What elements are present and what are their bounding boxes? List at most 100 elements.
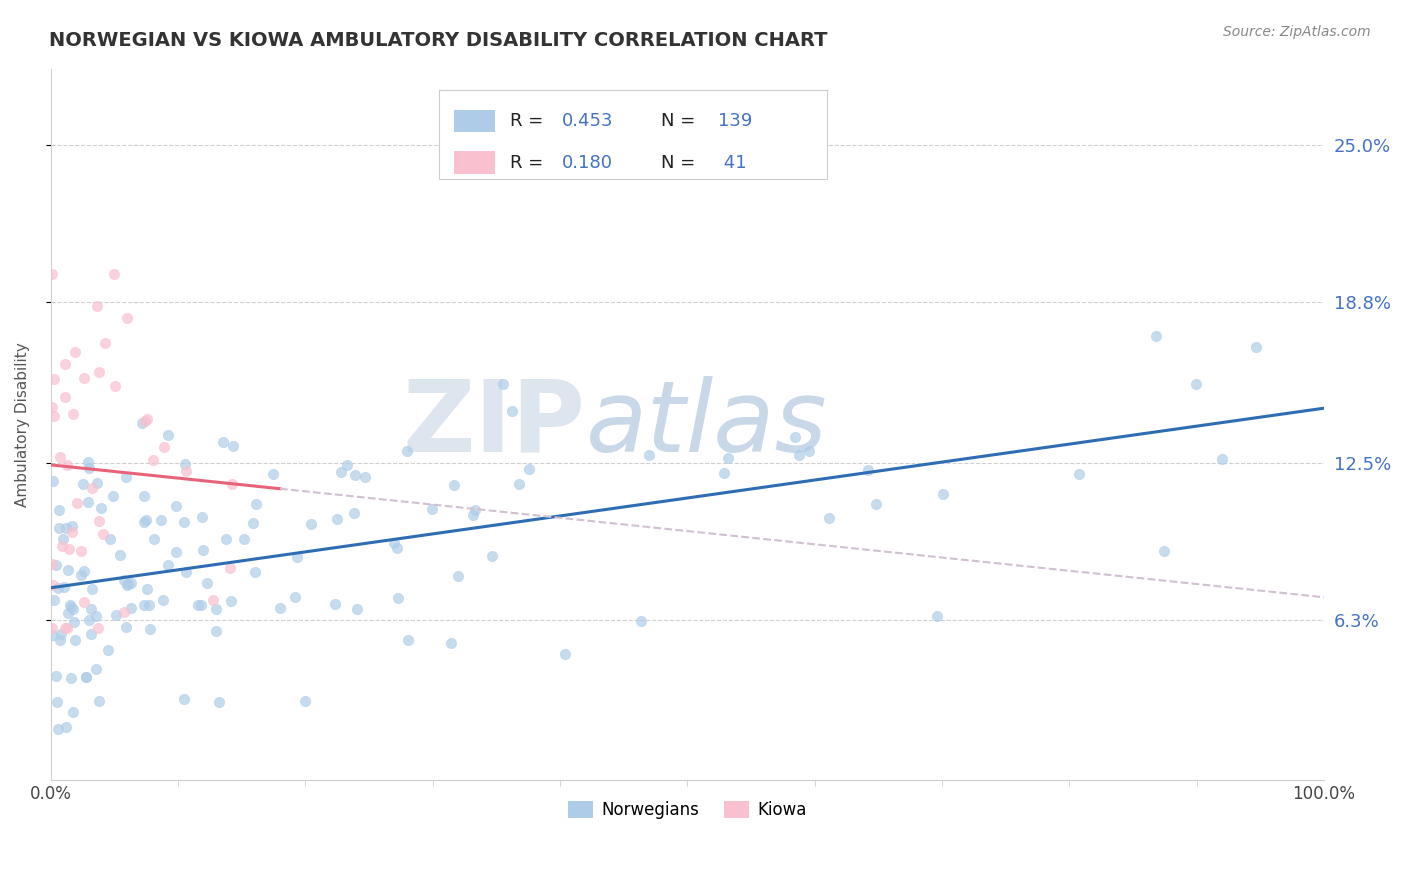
Point [1211,452,1233,467]
Point [443,478,465,492]
Point [104,607,127,622]
Point [87,694,110,708]
Point [76,454,98,468]
Point [73,565,96,579]
Point [93,526,115,541]
Point [173,692,195,706]
Point [165,499,187,513]
Point [80,582,103,596]
Text: ZIP: ZIP [402,376,585,473]
Point [66,496,89,510]
Point [115,578,138,592]
Point [245,497,267,511]
Point [508,477,530,491]
Point [41,400,63,414]
Point [385,541,408,555]
Point [134,489,156,503]
Point [104,378,127,392]
Point [87,365,110,379]
Legend: Norwegians, Kiowa: Norwegians, Kiowa [561,794,814,825]
Point [134,414,156,428]
Point [70,544,93,558]
Point [112,574,135,588]
Point [262,467,284,481]
Text: N =: N = [661,153,700,172]
Point [52,533,75,547]
Point [41,267,63,281]
Point [110,548,132,562]
Point [132,516,155,530]
Point [131,416,153,430]
Point [117,577,139,591]
Point [56,563,79,577]
Point [82,481,104,495]
Point [221,477,243,491]
Text: R =: R = [510,153,550,172]
Point [53,621,76,635]
Text: N =: N = [661,112,700,130]
Point [927,609,949,624]
Point [56,621,79,635]
Point [799,444,821,458]
Point [120,600,142,615]
Point [219,594,242,608]
Point [76,494,98,508]
Point [84,608,107,623]
Point [336,458,359,472]
Point [222,439,245,453]
Point [294,694,316,708]
Point [90,501,112,516]
Point [205,602,228,616]
Point [817,511,839,525]
Point [174,457,197,471]
Point [51,539,73,553]
Point [156,558,179,573]
Point [190,510,212,524]
Point [86,475,108,490]
Point [70,568,93,582]
Point [75,670,97,684]
Point [517,461,540,475]
Point [330,465,353,479]
Point [48,521,70,535]
Point [501,404,523,418]
Point [115,311,138,326]
Point [325,512,347,526]
Point [932,487,955,501]
Point [285,550,308,565]
Point [554,647,576,661]
Text: 139: 139 [718,112,752,130]
Point [208,695,231,709]
Point [42,627,65,641]
Point [212,435,235,450]
Point [46,723,69,737]
Point [142,452,165,467]
Point [87,621,110,635]
Point [243,565,266,579]
Point [157,428,180,442]
Point [382,536,405,550]
Point [713,466,735,480]
Point [114,470,136,484]
Text: 41: 41 [718,153,747,172]
Point [191,543,214,558]
Point [165,545,187,559]
Point [51,627,73,641]
Point [101,489,124,503]
Bar [454,152,495,174]
Point [637,448,659,462]
Point [42,474,65,488]
Point [150,513,173,527]
Point [63,345,86,359]
Point [353,470,375,484]
Point [284,590,307,604]
Point [73,595,96,609]
Point [269,601,291,615]
Point [136,582,159,596]
Point [481,549,503,563]
Point [1246,340,1268,354]
Point [45,668,67,682]
Point [55,720,77,734]
Point [343,506,366,520]
Point [783,430,806,444]
